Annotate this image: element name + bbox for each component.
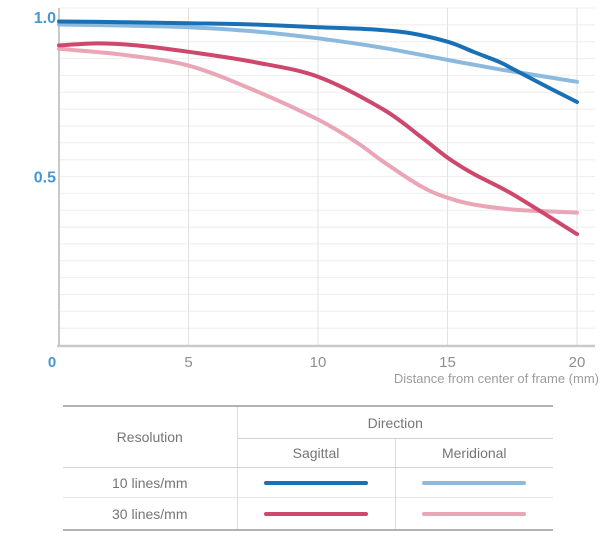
x-tick-label-5: 5: [184, 354, 192, 371]
x-tick-label-0: 0: [48, 354, 56, 371]
legend-swatch-30-meridional: [422, 511, 527, 516]
legend-col-meridional: Meridional: [394, 438, 553, 468]
legend-direction-header: Direction: [236, 406, 553, 439]
y-tick-label-1.0: 1.0: [34, 10, 56, 27]
legend-row-label-30-lines: 30 lines/mm: [63, 497, 237, 530]
curve-10-lines-mm-sagittal: [57, 19, 579, 104]
curve-30-lines-mm-meridional: [57, 46, 579, 215]
legend-swatch-10-meridional: [422, 480, 527, 485]
curve-10-lines-mm-meridional: [57, 22, 579, 84]
legend-row-30-lines: 30 lines/mm: [63, 497, 553, 530]
legend-col-sagittal: Sagittal: [237, 438, 395, 468]
curve-30-lines-mm-sagittal: [57, 41, 579, 237]
legend-row-label-10-lines: 10 lines/mm: [112, 474, 188, 491]
mtf-chart-canvas: 1.0 0.5 0 5 10 15 20: [34, 7, 595, 371]
legend-row-10-lines: 10 lines/mm: [63, 467, 553, 498]
legend-swatch-10-sagittal: [264, 480, 368, 485]
legend-swatch-30-sagittal: [264, 511, 368, 516]
x-tick-label-15: 15: [439, 354, 456, 371]
y-tick-label-0.5: 0.5: [34, 170, 56, 187]
x-tick-label-20: 20: [569, 354, 586, 371]
legend-table: Resolution Direction Sagittal Meridional…: [63, 405, 553, 531]
legend-resolution-header: Resolution: [63, 406, 238, 468]
x-axis-title: Distance from center of frame (mm): [393, 371, 599, 386]
mtf-chart: 1.0 0.5 0 5 10 15 20 Distance from center of f…: [34, 7, 599, 386]
x-tick-label-10: 10: [310, 354, 327, 371]
